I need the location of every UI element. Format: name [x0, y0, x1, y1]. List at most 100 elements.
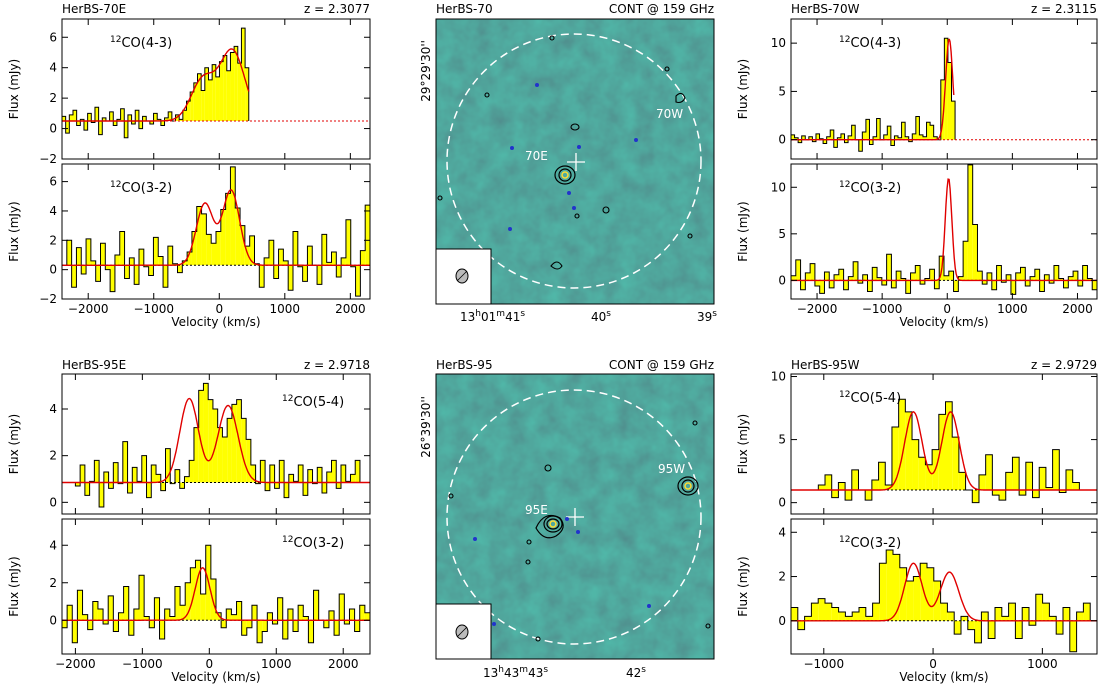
- spectrum-bar: [798, 139, 802, 143]
- source-label-70w: HerBS-70W: [791, 2, 860, 16]
- spectrum-bar: [110, 265, 115, 292]
- spectrum-bar: [878, 462, 886, 491]
- line-label: 12CO(4-3): [110, 35, 172, 51]
- spectrum-bar: [933, 580, 941, 621]
- spectrum-bar: [865, 616, 873, 621]
- spectrum-bar: [100, 243, 106, 266]
- spectrum-bar: [80, 465, 85, 483]
- spectrum-bar: [134, 265, 139, 285]
- y-tick-label: 0: [49, 263, 57, 277]
- spectrum-bar: [808, 136, 813, 140]
- spectrum-bar: [996, 265, 1002, 281]
- spectrum-bar: [1077, 280, 1083, 286]
- spectrum-bar: [216, 612, 222, 621]
- gaussian-fit: [791, 178, 1097, 282]
- plot-area: [791, 37, 1097, 152]
- spectrum-bar: [77, 590, 83, 621]
- y-tick-label: 2: [49, 233, 57, 247]
- spectrum-bar: [794, 137, 799, 140]
- spectrum-panel-70w-43: 0 5 10 12CO(4-3) Flux (mJy): [736, 18, 1098, 160]
- y-tick-label: 4: [49, 538, 57, 552]
- ra-s: 41: [505, 310, 520, 324]
- y-tick-label: 10: [771, 370, 786, 384]
- plot-area: [791, 549, 1097, 653]
- spectrum-bar: [995, 607, 1002, 621]
- spectrum-bar: [791, 134, 795, 140]
- x-axis-label: Velocity (km/s): [171, 670, 260, 684]
- panel-frame: [790, 163, 1098, 300]
- spectrum-bar: [845, 490, 852, 501]
- spectrum-bar: [873, 136, 877, 140]
- panel-frame: [61, 163, 371, 300]
- spectrum-bar: [981, 611, 989, 621]
- spectrum-bar: [72, 620, 78, 643]
- isotope-superscript: 12: [110, 35, 121, 45]
- spectrum-bar: [216, 231, 221, 266]
- spectrum-bar: [919, 134, 923, 140]
- isotope-superscript: 12: [282, 535, 293, 545]
- y-tick-label: 6: [49, 30, 57, 44]
- spectrum-bar: [910, 272, 916, 281]
- plot-area: [791, 398, 1097, 504]
- spectrum-bar: [307, 246, 313, 266]
- spectrum-bar: [1019, 490, 1026, 496]
- spectrum-bar: [825, 603, 832, 621]
- spectrum-bar: [246, 439, 251, 483]
- isotope-superscript: 12: [110, 180, 121, 190]
- spectrum-bar: [187, 252, 192, 266]
- spectrum-bar: [934, 280, 940, 289]
- spectrum-bar: [894, 135, 899, 140]
- x-tick-label: 1000: [261, 657, 292, 671]
- spectrum-bar: [265, 482, 270, 491]
- ra-tick-40: 40s: [591, 309, 611, 324]
- spectrum-bar: [127, 114, 132, 121]
- spectrum-bar: [800, 280, 806, 290]
- spectrum-panel-95w-32: 0 2 4 −1000 0 1000 12CO(3-2) Flux (mJy) Velocity…: [736, 518, 1098, 684]
- spectrum-bar: [879, 563, 887, 621]
- spectrum-bar: [119, 231, 125, 266]
- spectrum-bar: [1083, 603, 1091, 621]
- y-axis-label: Flux (mJy): [736, 414, 750, 474]
- spectrum-bar: [967, 164, 973, 281]
- y-tick-label: 5: [778, 84, 786, 98]
- source-70e-contours: [554, 165, 576, 185]
- spectrum-bar: [326, 472, 332, 483]
- spectrum-bar: [114, 254, 120, 266]
- spectrum-bar: [146, 482, 152, 498]
- spectrum-bar: [862, 131, 866, 140]
- cross-marker: [567, 153, 585, 171]
- spectrum-bar: [185, 582, 191, 621]
- spectrum-bar: [940, 79, 945, 140]
- y-tick-label: 4: [778, 525, 786, 539]
- beam-inset: [435, 603, 492, 660]
- spectrum-bar: [867, 280, 873, 292]
- spectrum-bar: [918, 457, 926, 491]
- spectrum-bar: [833, 139, 838, 148]
- spectrum-bar: [226, 609, 232, 621]
- spectrum-bar: [153, 113, 158, 121]
- y-axis-label: Flux (mJy): [7, 556, 21, 616]
- y-tick-label: −2: [39, 292, 57, 306]
- spectrum-bar: [160, 482, 166, 491]
- spectrum-bar: [237, 63, 242, 121]
- spectrum-bar: [852, 611, 859, 621]
- spectrum-bar: [1076, 611, 1084, 621]
- y-tick-label: 5: [778, 433, 786, 447]
- spectrum-bar: [87, 620, 93, 630]
- spectrum-bar: [818, 484, 826, 491]
- spectrum-bar: [157, 119, 161, 121]
- spectrum-bar: [198, 390, 204, 483]
- y-tick-label: 10: [771, 36, 786, 50]
- spectrum-bar: [260, 460, 266, 483]
- spectrum-bar: [891, 426, 899, 491]
- spectrum-bar: [883, 134, 888, 140]
- spectrum-bar: [886, 549, 893, 621]
- spectrum-bar: [197, 73, 202, 121]
- spectrum-bar: [141, 455, 147, 483]
- spectrum-bar: [83, 120, 88, 131]
- spectrum-bar: [163, 265, 168, 288]
- spectrum-bar: [844, 139, 849, 143]
- noise-contours: [437, 35, 693, 270]
- spectrum-bar: [891, 280, 897, 288]
